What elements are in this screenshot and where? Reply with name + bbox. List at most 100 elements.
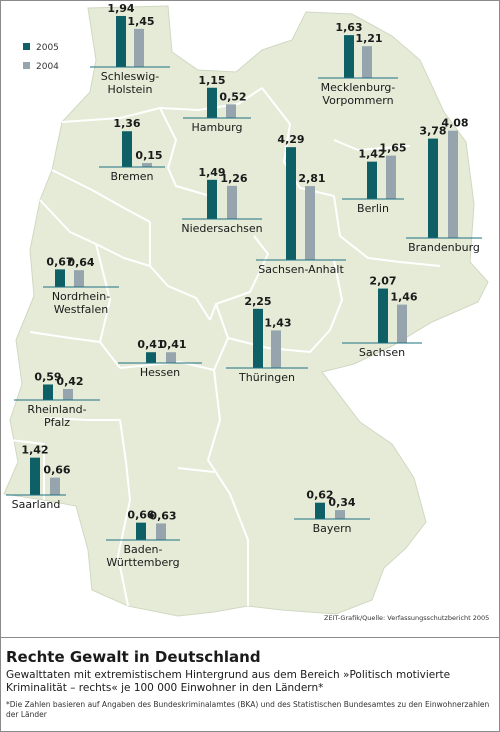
state-border-4 [149, 222, 211, 321]
value-label-2005-baden-w-rttemberg: 0,66 [127, 509, 154, 522]
value-label-2004-saarland: 0,66 [43, 464, 70, 477]
value-label-2004-mecklenburg-vorpommern: 1,21 [355, 32, 382, 45]
bar-2005-rheinland-pfalz [43, 384, 53, 400]
bar-2005-bremen [122, 131, 132, 167]
state-label-schleswig-holstein: Holstein [108, 83, 153, 96]
value-label-2004-schleswig-holstein: 1,45 [127, 15, 154, 28]
value-label-2004-sachsen: 1,46 [390, 291, 417, 304]
source-note: ZEIT-Grafik/Quelle: Verfassungsschutzber… [324, 614, 490, 622]
bar-2005-hamburg [207, 87, 217, 118]
bar-2005-brandenburg [428, 138, 438, 238]
bar-2004-sachsen-anhalt [305, 186, 315, 260]
value-label-2005-brandenburg: 3,78 [419, 125, 446, 138]
state-label-hessen: Hessen [140, 366, 180, 379]
value-label-2004-baden-w-rttemberg: 0,63 [149, 509, 176, 522]
state-label-baden-w-rttemberg: Württemberg [106, 556, 179, 569]
bar-2004-hamburg [226, 104, 236, 118]
bar-2004-saarland [50, 477, 60, 495]
state-label-rheinland-pfalz: Pfalz [44, 416, 70, 429]
state-border-13 [29, 331, 101, 343]
chart-subtitle: Gewalttaten mit extremistischem Hintergr… [6, 669, 451, 694]
state-label-sachsen-anhalt: Sachsen-Anhalt [258, 263, 344, 276]
state-label-hamburg: Hamburg [192, 121, 243, 134]
legend-label-2005: 2005 [36, 43, 59, 53]
caption-separator [1, 637, 499, 638]
state-border-8 [209, 235, 269, 321]
value-label-2005-sachsen: 2,07 [369, 275, 396, 288]
bar-2005-saarland [30, 457, 40, 495]
bar-2004-berlin [386, 155, 396, 199]
state-label-niedersachsen: Niedersachsen [181, 222, 262, 235]
state-label-nordrhein-westfalen: Westfalen [54, 303, 108, 316]
state-label-sachsen: Sachsen [359, 346, 405, 359]
value-label-2004-th-ringen: 1,43 [264, 316, 291, 329]
legend-swatch-2005 [23, 43, 30, 50]
state-border-14 [43, 417, 127, 463]
state-border-16 [207, 369, 249, 606]
caption-block: Rechte Gewalt in Deutschland Gewalttaten… [6, 648, 494, 720]
state-border-6 [333, 139, 411, 151]
state-label-nordrhein-westfalen: Nordrhein- [52, 290, 110, 303]
bar-2005-schleswig-holstein [116, 15, 126, 67]
state-label-berlin: Berlin [357, 202, 389, 215]
bar-2004-niedersachsen [227, 185, 237, 219]
value-label-2005-bayern: 0,62 [306, 489, 333, 502]
state-border-11 [95, 243, 121, 369]
legend-label-2004: 2004 [36, 62, 59, 72]
value-label-2005-schleswig-holstein: 1,94 [107, 2, 134, 15]
state-border-15 [117, 461, 131, 607]
value-label-2004-bayern: 0,34 [328, 496, 355, 509]
state-label-mecklenburg-vorpommern: Vorpommern [322, 94, 393, 107]
bar-2004-schleswig-holstein [134, 28, 144, 68]
value-label-2004-nordrhein-westfalen: 0,64 [67, 256, 94, 269]
value-label-2004-brandenburg: 4,08 [441, 117, 468, 130]
state-border-2 [51, 169, 151, 223]
value-label-2005-niedersachsen: 1,49 [198, 166, 225, 179]
value-label-2005-nordrhein-westfalen: 0,67 [46, 255, 73, 268]
bar-2005-sachsen-anhalt [286, 147, 296, 260]
state-label-th-ringen: Thüringen [238, 371, 295, 384]
bar-2005-nordrhein-westfalen [55, 269, 65, 287]
bar-2004-baden-w-rttemberg [156, 523, 166, 540]
value-label-2005-berlin: 1,42 [358, 148, 385, 161]
bar-2004-th-ringen [271, 330, 281, 368]
bar-2005-hessen [146, 352, 156, 363]
state-label-rheinland-pfalz: Rheinland- [27, 403, 86, 416]
bar-2005-niedersachsen [207, 179, 217, 219]
state-label-schleswig-holstein: Schleswig- [101, 70, 160, 83]
state-label-bayern: Bayern [313, 522, 352, 535]
value-label-2004-hessen: 0,41 [159, 338, 186, 351]
bar-2004-rheinland-pfalz [63, 388, 73, 400]
bar-2004-sachsen [397, 304, 407, 343]
state-border-9 [329, 259, 343, 331]
legend-swatch-2004 [23, 62, 30, 69]
bar-2004-brandenburg [448, 130, 458, 238]
state-label-saarland: Saarland [12, 498, 61, 511]
state-border-12 [119, 337, 229, 371]
value-label-2004-hamburg: 0,52 [219, 90, 246, 103]
value-label-2004-sachsen-anhalt: 2,81 [298, 172, 325, 185]
germany-map-chart: 200520041,941,45Schleswig-Holstein1,631,… [3, 2, 489, 617]
bar-2005-bayern [315, 502, 325, 519]
value-label-2005-hamburg: 1,15 [198, 74, 225, 87]
value-label-2005-saarland: 1,42 [21, 444, 48, 457]
value-label-2005-bremen: 1,36 [113, 117, 140, 130]
state-label-brandenburg: Brandenburg [408, 241, 480, 254]
bar-2004-nordrhein-westfalen [74, 270, 84, 287]
value-label-2004-rheinland-pfalz: 0,42 [56, 375, 83, 388]
state-border-0 [61, 87, 263, 123]
bar-2004-hessen [166, 352, 176, 363]
value-label-2005-rheinland-pfalz: 0,59 [34, 370, 61, 383]
chart-footnote: *Die Zahlen basieren auf Angaben des Bun… [6, 700, 490, 719]
value-label-2005-th-ringen: 2,25 [244, 295, 271, 308]
state-border-18 [177, 467, 215, 473]
value-label-2004-bremen: 0,15 [135, 149, 162, 162]
state-label-baden-w-rttemberg: Baden- [124, 543, 163, 556]
bar-2004-bayern [335, 510, 345, 519]
bar-2005-mecklenburg-vorpommern [344, 35, 354, 78]
bar-2004-bremen [142, 163, 152, 167]
value-label-2005-mecklenburg-vorpommern: 1,63 [335, 21, 362, 34]
chart-title: Rechte Gewalt in Deutschland [6, 648, 261, 666]
state-border-7 [333, 195, 441, 267]
value-label-2005-hessen: 0,41 [137, 338, 164, 351]
